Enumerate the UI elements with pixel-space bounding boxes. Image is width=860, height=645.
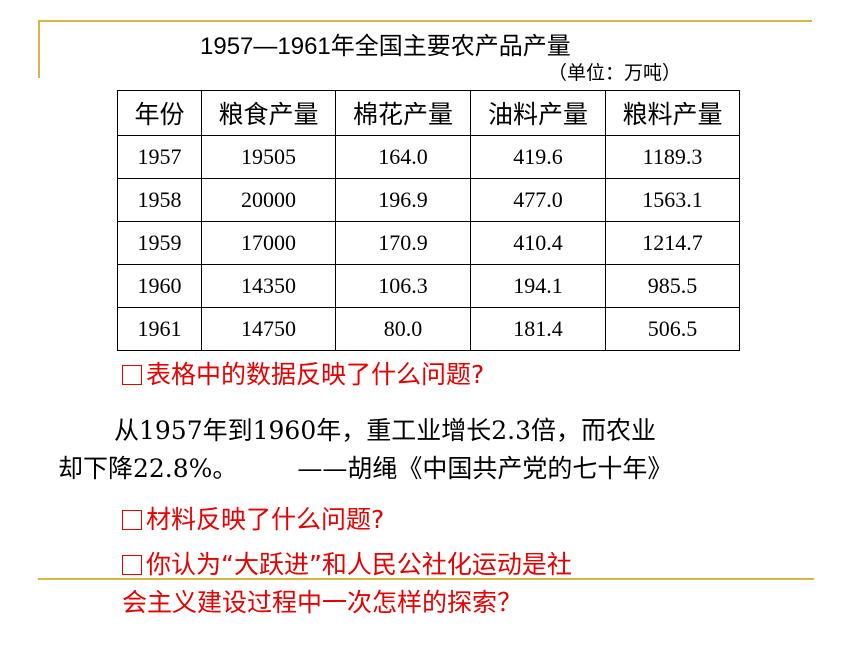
cell-oilseed: 477.0 bbox=[470, 178, 606, 222]
cell-grain: 14350 bbox=[201, 264, 336, 308]
question-3-continued: 会主义建设过程中一次怎样的探索？ bbox=[122, 583, 522, 619]
question-1-text: 表格中的数据反映了什么问题? bbox=[146, 360, 485, 389]
checkbox-square-icon bbox=[122, 510, 142, 530]
cell-cotton: 196.9 bbox=[335, 178, 471, 222]
left-decorative-rule bbox=[38, 20, 40, 78]
checkbox-square-icon bbox=[122, 365, 142, 385]
cell-grain: 17000 bbox=[201, 221, 336, 265]
production-table: 年份 粮食产量 棉花产量 油料产量 粮料产量 1957 19505 164.0 … bbox=[117, 90, 740, 351]
header-grain: 粮食产量 bbox=[201, 90, 336, 136]
question-3-text-line-2: 会主义建设过程中一次怎样的探索？ bbox=[122, 588, 523, 617]
cell-cotton: 170.9 bbox=[335, 221, 471, 265]
cell-grain: 20000 bbox=[201, 178, 336, 222]
cell-oilseed: 181.4 bbox=[470, 307, 606, 351]
cell-cotton: 80.0 bbox=[335, 307, 471, 351]
question-1: 表格中的数据反映了什么问题? bbox=[122, 355, 484, 391]
cell-year: 1957 bbox=[117, 135, 202, 179]
question-3-text-line-1: 你认为“大跃进”和人民公社化运动是社 bbox=[146, 550, 572, 579]
cell-fodder: 1189.3 bbox=[605, 135, 740, 179]
question-2-text: 材料反映了什么问题? bbox=[146, 505, 385, 534]
table-header-row: 年份 粮食产量 棉花产量 油料产量 粮料产量 bbox=[117, 90, 740, 136]
question-3: 你认为“大跃进”和人民公社化运动是社 bbox=[122, 545, 572, 581]
header-cotton: 棉花产量 bbox=[335, 90, 471, 136]
cell-fodder: 1563.1 bbox=[605, 178, 740, 222]
header-year: 年份 bbox=[117, 90, 202, 136]
top-decorative-rule bbox=[38, 20, 812, 22]
table-row: 1957 19505 164.0 419.6 1189.3 bbox=[117, 135, 740, 179]
quote-source: ——胡绳《中国共产党的七十年》 bbox=[297, 454, 673, 483]
quote-line-1: 从1957年到1960年，重工业增长2.3倍，而农业 bbox=[114, 416, 657, 445]
table-row: 1960 14350 106.3 194.1 985.5 bbox=[117, 264, 740, 308]
table-row: 1961 14750 80.0 181.4 506.5 bbox=[117, 307, 740, 351]
quote-line-2: 却下降22.8%。 ——胡绳《中国共产党的七十年》 bbox=[58, 449, 672, 485]
table-row: 1959 17000 170.9 410.4 1214.7 bbox=[117, 221, 740, 265]
table-row: 1958 20000 196.9 477.0 1563.1 bbox=[117, 178, 740, 222]
unit-label: （单位：万吨） bbox=[548, 63, 682, 84]
checkbox-square-icon bbox=[122, 555, 142, 575]
cell-year: 1961 bbox=[117, 307, 202, 351]
cell-fodder: 506.5 bbox=[605, 307, 740, 351]
cell-grain: 19505 bbox=[201, 135, 336, 179]
quote-line-2-text: 却下降22.8%。 bbox=[58, 454, 238, 483]
cell-year: 1960 bbox=[117, 264, 202, 308]
cell-oilseed: 410.4 bbox=[470, 221, 606, 265]
header-oilseed: 油料产量 bbox=[470, 90, 606, 136]
cell-fodder: 985.5 bbox=[605, 264, 740, 308]
bottom-decorative-rule bbox=[38, 578, 814, 580]
cell-cotton: 164.0 bbox=[335, 135, 471, 179]
cell-oilseed: 194.1 bbox=[470, 264, 606, 308]
question-2: 材料反映了什么问题? bbox=[122, 500, 384, 536]
cell-fodder: 1214.7 bbox=[605, 221, 740, 265]
cell-oilseed: 419.6 bbox=[470, 135, 606, 179]
table-title: 1957—1961年全国主要农产品产量 bbox=[200, 33, 571, 60]
cell-year: 1959 bbox=[117, 221, 202, 265]
cell-year: 1958 bbox=[117, 178, 202, 222]
cell-grain: 14750 bbox=[201, 307, 336, 351]
cell-cotton: 106.3 bbox=[335, 264, 471, 308]
header-fodder: 粮料产量 bbox=[605, 90, 740, 136]
